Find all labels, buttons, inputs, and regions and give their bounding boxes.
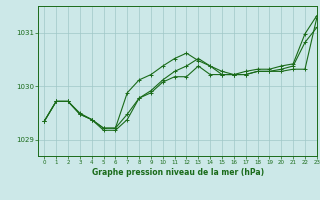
- X-axis label: Graphe pression niveau de la mer (hPa): Graphe pression niveau de la mer (hPa): [92, 168, 264, 177]
